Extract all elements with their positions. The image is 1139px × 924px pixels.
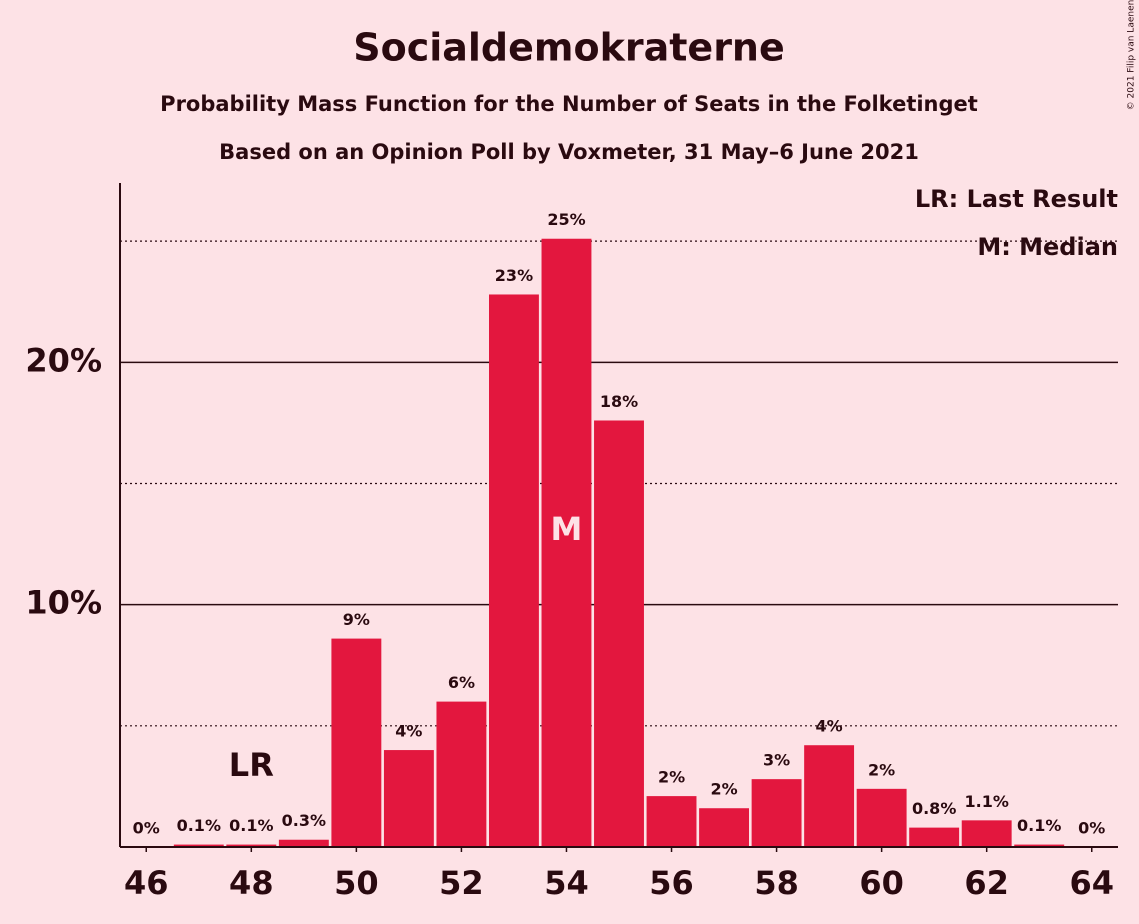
value-label: 9% xyxy=(343,610,370,629)
x-tick-label: 58 xyxy=(754,864,799,902)
bar xyxy=(699,808,750,847)
bar xyxy=(278,839,329,847)
value-label: 18% xyxy=(600,392,638,411)
value-label: 0% xyxy=(133,819,160,838)
value-label: 0.8% xyxy=(912,799,956,818)
chart-subtitle: Based on an Opinion Poll by Voxmeter, 31… xyxy=(219,140,919,164)
value-label: 0.1% xyxy=(229,816,273,835)
bar xyxy=(436,701,487,847)
legend-entry: M: Median xyxy=(977,233,1118,261)
value-label: 3% xyxy=(763,751,790,770)
x-tick-label: 54 xyxy=(544,864,589,902)
value-label: 4% xyxy=(395,722,422,741)
bar xyxy=(804,745,855,847)
chart-subtitle: Probability Mass Function for the Number… xyxy=(160,92,978,116)
value-label: 2% xyxy=(658,768,685,787)
value-label: 0.3% xyxy=(282,811,326,830)
bar xyxy=(961,820,1012,847)
bar xyxy=(856,788,907,847)
copyright: © 2021 Filip van Laenen xyxy=(1127,0,1137,110)
y-tick-label: 20% xyxy=(25,341,102,379)
x-tick-label: 56 xyxy=(649,864,694,902)
legend-entry: LR: Last Result xyxy=(915,185,1118,213)
value-label: 4% xyxy=(816,717,843,736)
x-tick-label: 50 xyxy=(334,864,379,902)
value-label: 1.1% xyxy=(964,792,1008,811)
value-label: 2% xyxy=(710,780,737,799)
bar xyxy=(383,750,434,847)
x-tick-label: 64 xyxy=(1069,864,1114,902)
bar xyxy=(594,420,644,847)
value-label: 23% xyxy=(495,266,533,285)
bar xyxy=(1014,844,1065,847)
bar xyxy=(646,796,697,847)
bar xyxy=(226,844,277,847)
bar xyxy=(488,294,539,847)
bar xyxy=(173,844,224,847)
x-tick-label: 62 xyxy=(964,864,1009,902)
x-tick-label: 48 xyxy=(229,864,274,902)
value-label: 6% xyxy=(448,673,475,692)
bar xyxy=(909,827,960,847)
x-tick-label: 60 xyxy=(859,864,904,902)
annotation: M xyxy=(551,510,583,548)
y-tick-label: 10% xyxy=(25,584,102,622)
value-label: 0.1% xyxy=(177,816,221,835)
chart-title: Socialdemokraterne xyxy=(353,26,785,70)
bar xyxy=(541,238,592,847)
bar xyxy=(331,638,382,847)
value-label: 0% xyxy=(1078,819,1105,838)
value-label: 0.1% xyxy=(1017,816,1061,835)
x-tick-label: 52 xyxy=(439,864,484,902)
x-tick-label: 46 xyxy=(124,864,169,902)
value-label: 2% xyxy=(868,760,895,779)
value-label: 25% xyxy=(547,210,585,229)
bar xyxy=(751,779,802,847)
annotation: LR xyxy=(229,746,274,784)
